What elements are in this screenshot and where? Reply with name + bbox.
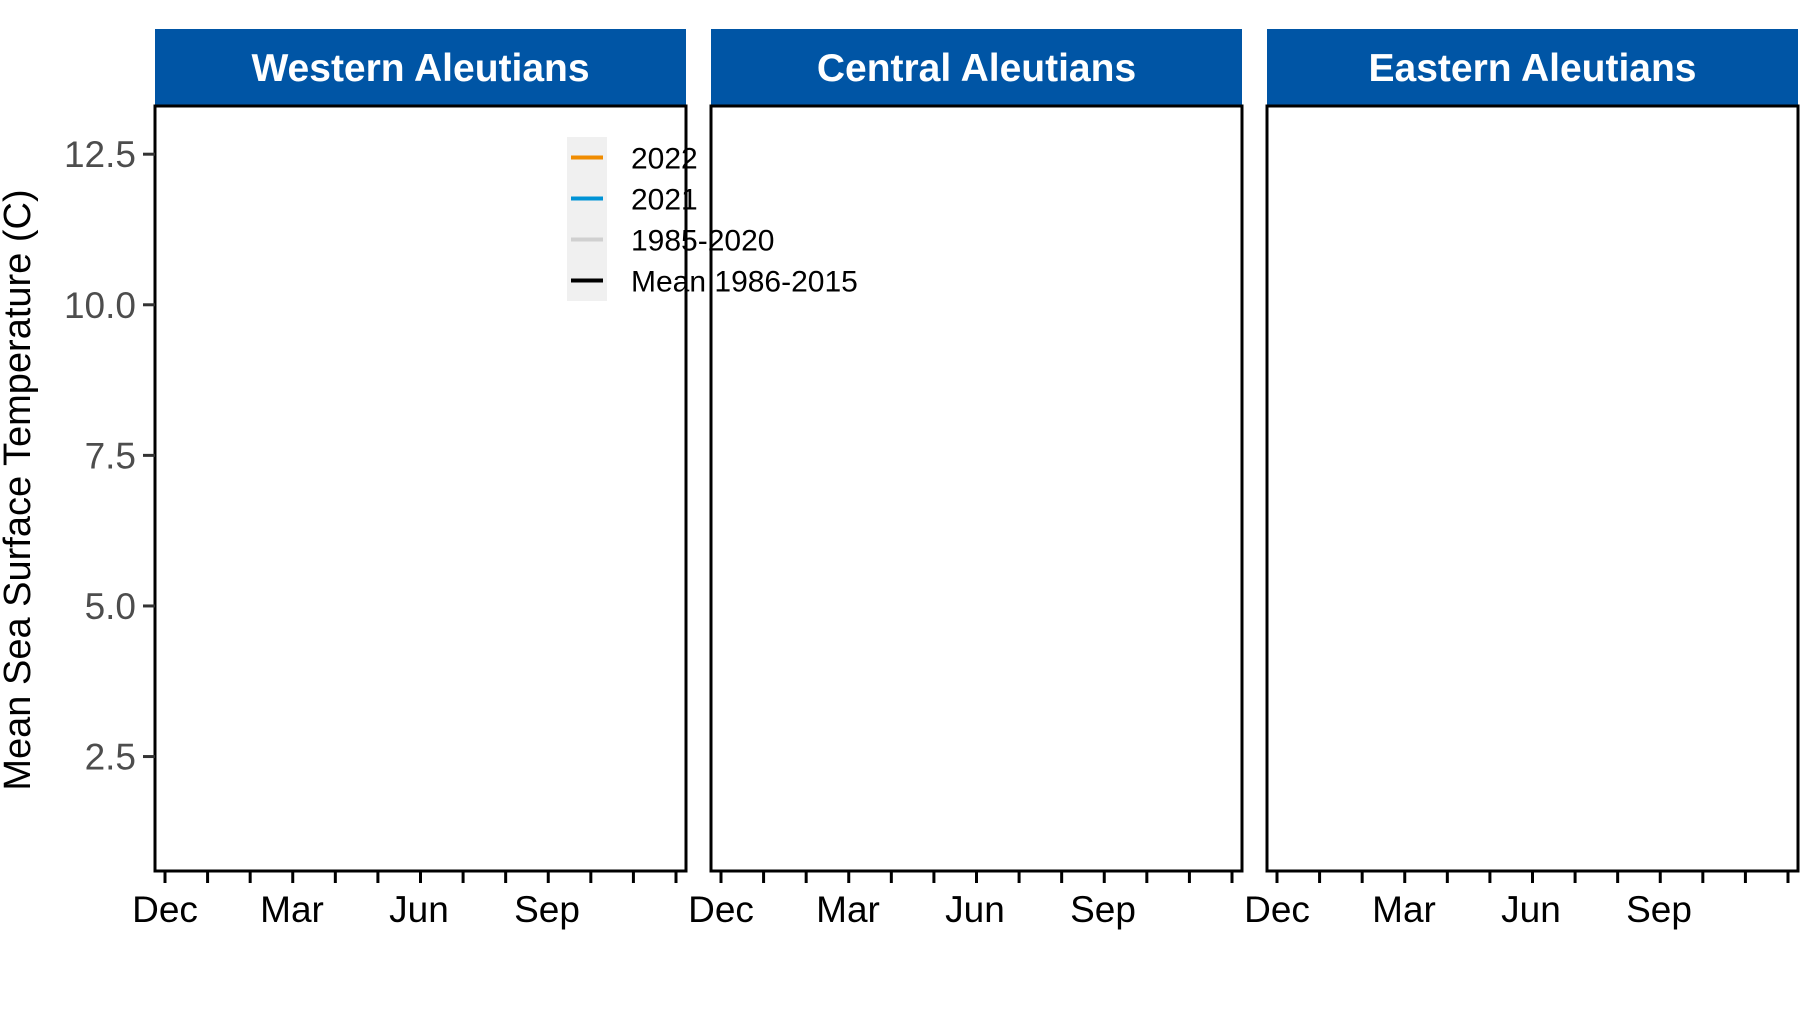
- y-tick-label: 7.5: [85, 435, 136, 476]
- facet-panel: Eastern Aleutians Dec Mar Jun Sep: [1244, 29, 1800, 930]
- x-tick-label: Mar: [1372, 889, 1436, 930]
- y-tick-label: 10.0: [64, 285, 136, 326]
- x-tick-label: Jun: [945, 889, 1005, 930]
- facet-strip: [155, 29, 686, 106]
- legend-entry-label: Mean 1986-2015: [631, 266, 858, 299]
- x-tick-label: Jun: [1501, 889, 1561, 930]
- x-tick-label: Mar: [260, 889, 324, 930]
- x-tick-label: Jun: [389, 889, 449, 930]
- y-tick-label: 5.0: [85, 586, 136, 627]
- x-tick-label: Sep: [1626, 889, 1692, 930]
- facet-strip-label: Central Aleutians: [817, 47, 1136, 90]
- legend-entry-label: 2021: [631, 184, 698, 217]
- y-tick-label: 12.5: [64, 134, 136, 175]
- legend-entry-label: 1985-2020: [631, 225, 774, 258]
- facet-strip: [1267, 29, 1798, 106]
- facet-panel: Central Aleutians Dec Mar Jun Sep: [688, 29, 1244, 930]
- x-tick-label: Mar: [816, 889, 880, 930]
- facet-panel: Western Aleutians Dec Mar Jun Sep: [132, 29, 688, 930]
- x-tick-label: Dec: [688, 889, 754, 930]
- legend: 2022 2021 1985-2020 Mean 1986-2015: [567, 137, 858, 301]
- y-axis: 2.5 5.0 7.5 10.0 12.5: [64, 134, 155, 778]
- facet-strip-label: Eastern Aleutians: [1369, 47, 1697, 90]
- y-tick-label: 2.5: [85, 737, 136, 778]
- facet-strip-label: Western Aleutians: [251, 47, 589, 90]
- x-tick-label: Sep: [1070, 889, 1136, 930]
- legend-key-background: [567, 137, 607, 301]
- x-tick-label: Sep: [514, 889, 580, 930]
- facet-strip: [711, 29, 1242, 106]
- legend-entry-label: 2022: [631, 143, 698, 176]
- x-tick-label: Dec: [1244, 889, 1310, 930]
- y-axis-title: Mean Sea Surface Temperature (C): [0, 189, 39, 790]
- x-tick-label: Dec: [132, 889, 198, 930]
